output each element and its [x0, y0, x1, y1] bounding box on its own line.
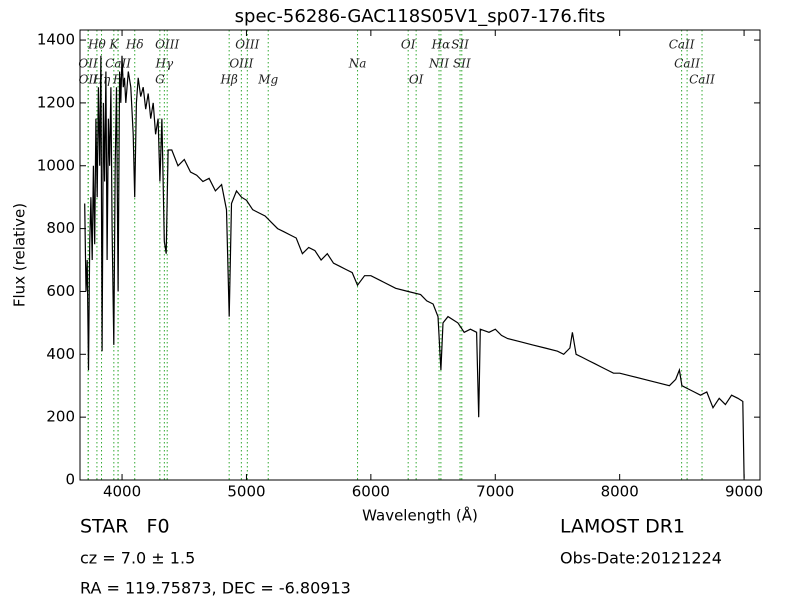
spectral-line-label: SII [451, 38, 469, 52]
object-class: STAR F0 [80, 516, 170, 538]
spectral-line-label: OIII [155, 38, 179, 52]
y-axis-label: Flux (relative) [11, 203, 29, 307]
spectral-line-label: CaII [674, 57, 700, 71]
spectral-line-label: SII [453, 57, 471, 71]
spectral-line-label: G [155, 73, 165, 87]
obs-date: Obs-Date:20121224 [560, 549, 722, 568]
y-tick-label: 600 [46, 282, 75, 300]
spectral-line-label: OIII [235, 38, 259, 52]
x-tick-label: 8000 [601, 483, 639, 501]
spectral-line-label: NII [428, 57, 449, 71]
spectral-line-label: Hα [431, 38, 451, 52]
x-tick-label: 9000 [725, 483, 763, 501]
spectrum-line [84, 55, 745, 479]
plot-frame [79, 29, 761, 481]
spectral-line-label: Hθ [87, 38, 106, 52]
spectral-line-label: Hβ [219, 73, 237, 87]
spectral-line-label: OIII [229, 57, 253, 71]
y-tick-label: 1400 [37, 31, 75, 49]
x-tick-label: 6000 [352, 483, 390, 501]
x-axis-label: Wavelength (Å) [362, 506, 478, 525]
y-tick-label: 400 [46, 345, 75, 363]
y-tick-label: 1000 [37, 156, 75, 174]
spectral-line-label: Hγ [155, 57, 174, 71]
spectral-line-label: Hδ [125, 38, 144, 52]
x-tick-label: 5000 [227, 483, 265, 501]
spectral-line-label: K [108, 38, 119, 52]
chart-title: spec-56286-GAC118S05V1_sp07-176.fits [235, 6, 606, 27]
coordinates: RA = 119.75873, DEC = -6.80913 [80, 579, 351, 598]
spectral-line-label: OI [409, 73, 424, 87]
spectral-line-label: OI [401, 38, 416, 52]
x-tick-label: 4000 [103, 483, 141, 501]
y-tick-label: 0 [65, 471, 75, 489]
spectral-line-label: Na [348, 57, 367, 71]
spectral-line-label: CaII [689, 73, 715, 87]
spectral-line-label: CaII [669, 38, 695, 52]
redshift: cz = 7.0 ± 1.5 [80, 549, 195, 568]
y-tick-label: 800 [46, 219, 75, 237]
spectral-line-label: OII [79, 73, 99, 87]
release: LAMOST DR1 [560, 516, 685, 538]
spectral-line-label: Mg [257, 73, 278, 87]
y-tick-label: 200 [46, 408, 75, 426]
y-tick-label: 1200 [37, 93, 75, 111]
x-tick-label: 7000 [476, 483, 514, 501]
